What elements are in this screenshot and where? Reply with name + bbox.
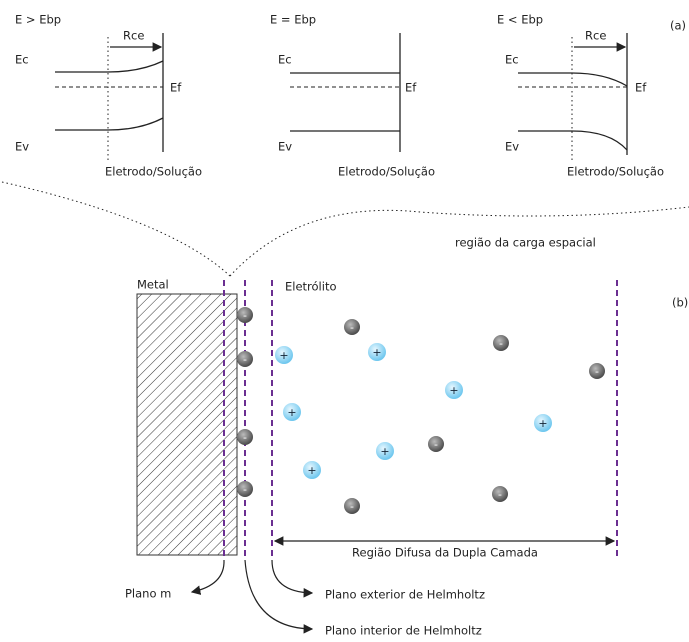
band-diagram: E < Ebp Rce Ec Ef Ev Eletrodo/Solução	[497, 13, 664, 179]
axis-label: Eletrodo/Solução	[338, 165, 435, 179]
ion-sign: +	[380, 445, 389, 458]
axis-label: Eletrodo/Solução	[105, 165, 202, 179]
diagram: E > Ebp Rce Ec Ef Ev Eletrodo/Solução E …	[0, 0, 689, 638]
ev-label: Ev	[15, 140, 29, 154]
ion-sign: +	[372, 346, 381, 359]
band-diagram: E = Ebp Ec Ef Ev Eletrodo/Solução	[270, 13, 435, 179]
ion-sign: -	[350, 500, 354, 513]
ion-sign: -	[350, 321, 354, 334]
ec-label: Ec	[15, 53, 29, 67]
ev-label: Ev	[278, 140, 292, 154]
plane-arrow	[245, 560, 312, 629]
ec-label: Ec	[278, 53, 292, 67]
ion-sign: -	[243, 309, 247, 322]
ec-label: Ec	[505, 53, 519, 67]
space-charge-label: região da carga espacial	[455, 236, 596, 250]
ion-sign: +	[449, 384, 458, 397]
ion-sign: -	[498, 488, 502, 501]
ion-sign: -	[434, 438, 438, 451]
ef-label: Ef	[170, 81, 182, 95]
ion-sign: -	[243, 431, 247, 444]
ion-sign: -	[243, 353, 247, 366]
ion-sign: +	[279, 349, 288, 362]
conduction-band	[518, 73, 627, 86]
ev-label: Ev	[505, 140, 519, 154]
diffuse-label: Região Difusa da Dupla Camada	[352, 546, 538, 560]
ion-sign: +	[287, 406, 296, 419]
ion-sign: -	[243, 483, 247, 496]
diagram-title: E > Ebp	[15, 13, 61, 27]
panel-label: (a)	[670, 19, 686, 33]
plane-label: Plano exterior de Helmholtz	[325, 588, 485, 602]
conduction-band	[55, 61, 163, 72]
metal-label: Metal	[137, 278, 169, 292]
zoom-curve	[2, 182, 230, 276]
metal-electrode	[137, 294, 237, 555]
ions: - - - - + + + + + + + - - - - - -	[237, 307, 605, 514]
rce-label: Rce	[123, 29, 144, 43]
ion-sign: +	[307, 464, 316, 477]
ef-label: Ef	[405, 81, 417, 95]
rce-label: Rce	[585, 29, 606, 43]
ion-sign: -	[499, 337, 503, 350]
ef-label: Ef	[635, 81, 647, 95]
diagram-title: E < Ebp	[497, 13, 543, 27]
plane-arrow	[192, 560, 224, 592]
band-diagram: E > Ebp Rce Ec Ef Ev Eletrodo/Solução	[15, 13, 202, 179]
plane-label: Plano m	[125, 587, 171, 601]
ion-sign: -	[595, 365, 599, 378]
panel-label: (b)	[672, 296, 688, 310]
ion-sign: +	[538, 417, 547, 430]
plane-arrow	[272, 560, 312, 593]
axis-label: Eletrodo/Solução	[567, 165, 664, 179]
plane-label: Plano interior de Helmholtz	[325, 624, 482, 638]
electrolyte-label: Eletrólito	[285, 280, 337, 294]
diagram-title: E = Ebp	[270, 13, 316, 27]
valence-band	[55, 118, 163, 130]
